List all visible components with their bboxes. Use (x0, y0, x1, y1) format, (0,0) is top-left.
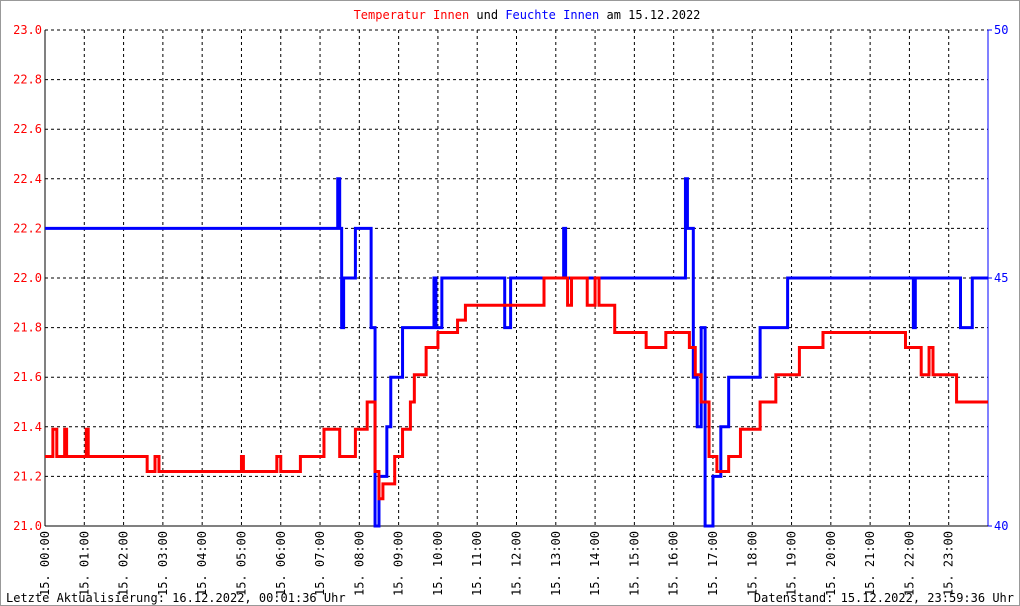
x-tick-label: 15. 16:00 (667, 531, 681, 596)
data-line (45, 276, 988, 501)
x-tick-label: 15. 10:00 (431, 531, 445, 596)
y-tick-label: 22.8 (13, 73, 42, 87)
x-tick-label: 15. 03:00 (156, 531, 170, 596)
y-tick-label: 21.6 (13, 370, 42, 384)
x-tick-label: 15. 02:00 (117, 531, 131, 596)
data-line (45, 177, 988, 528)
x-tick-label: 15. 05:00 (234, 531, 248, 596)
x-tick-label: 15. 14:00 (588, 531, 602, 596)
x-tick-label: 15. 01:00 (77, 531, 91, 596)
title-part: und (476, 8, 498, 22)
x-tick-label: 15. 23:00 (942, 531, 956, 596)
footer-left: Letzte Aktualisierung: 16.12.2022, 00:01… (6, 591, 346, 605)
x-tick-label: 15. 06:00 (274, 531, 288, 596)
y-tick-label: 22.6 (13, 122, 42, 136)
y-tick-label: 21.2 (13, 469, 42, 483)
chart-title: Temperatur Innen und Feuchte Innen am 15… (354, 8, 701, 22)
y-tick-label: 22.2 (13, 221, 42, 235)
y2-tick-label: 50 (994, 23, 1008, 37)
x-tick-label: 15. 15:00 (627, 531, 641, 596)
y2-tick-label: 45 (994, 271, 1008, 285)
y-tick-label: 21.8 (13, 321, 42, 335)
x-tick-label: 15. 12:00 (510, 531, 524, 596)
y2-tick-label: 40 (994, 519, 1008, 533)
x-tick-label: 15. 07:00 (313, 531, 327, 596)
x-tick-label: 15. 20:00 (824, 531, 838, 596)
x-tick-label: 15. 18:00 (745, 531, 759, 596)
x-tick-label: 15. 17:00 (706, 531, 720, 596)
x-tick-label: 15. 00:00 (38, 531, 52, 596)
y-tick-label: 23.0 (13, 23, 42, 37)
x-tick-label: 15. 09:00 (392, 531, 406, 596)
x-tick-label: 15. 13:00 (549, 531, 563, 596)
title-part: am 15.12.2022 (606, 8, 700, 22)
x-tick-label: 15. 11:00 (470, 531, 484, 596)
x-tick-label: 15. 22:00 (902, 531, 916, 596)
x-tick-label: 15. 04:00 (195, 531, 209, 596)
title-part: Feuchte Innen (505, 8, 599, 22)
y-tick-label: 21.4 (13, 420, 42, 434)
x-tick-label: 15. 19:00 (785, 531, 799, 596)
x-tick-label: 15. 21:00 (863, 531, 877, 596)
footer-right: Datenstand: 15.12.2022, 23:59:36 Uhr (754, 591, 1014, 605)
y-tick-label: 22.4 (13, 172, 42, 186)
y-tick-label: 22.0 (13, 271, 42, 285)
title-part: Temperatur Innen (354, 8, 470, 22)
y-tick-label: 21.0 (13, 519, 42, 533)
x-tick-label: 15. 08:00 (352, 531, 366, 596)
